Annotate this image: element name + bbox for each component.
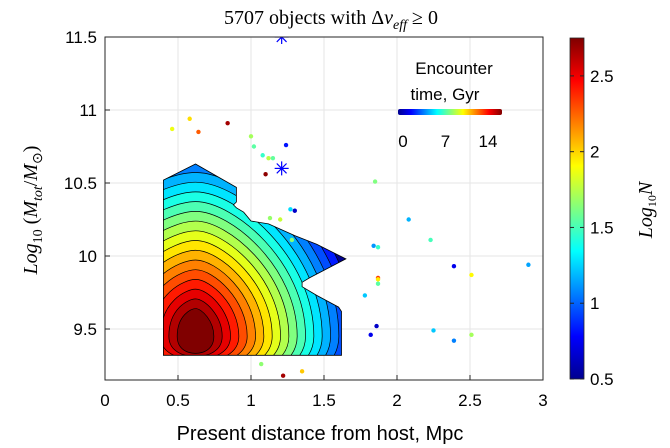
scatter-point <box>469 332 474 338</box>
scatter-point <box>469 272 474 278</box>
scatter-point <box>278 217 283 222</box>
y-tick-label: 10.5 <box>64 174 97 193</box>
x-tick-label: 0.5 <box>166 391 190 410</box>
colorbar-tick-label: 2 <box>590 143 599 162</box>
scatter-point <box>251 144 257 149</box>
scatter-point <box>372 179 378 184</box>
chart-title: 5707 objects with Δveff ≥ 0 <box>224 7 438 33</box>
y-tick-label: 9.5 <box>73 320 97 339</box>
scatter-point <box>267 215 273 221</box>
colorbar-tick-label: 1.5 <box>590 218 614 237</box>
contour-plot <box>163 163 347 356</box>
x-tick-label: 3 <box>538 391 547 410</box>
scatter-points <box>169 116 531 378</box>
scatter-point <box>431 328 436 333</box>
scatter-point <box>289 237 295 243</box>
contour-level <box>176 308 215 354</box>
y-tick-label: 11.5 <box>65 28 97 47</box>
scatter-point <box>260 153 265 158</box>
legend-title-line1: Encounter <box>415 59 493 78</box>
scatter-point <box>280 373 286 378</box>
star-markers <box>274 37 289 176</box>
scatter-point <box>187 116 192 121</box>
contour-outline <box>163 163 347 356</box>
star-marker <box>274 161 289 176</box>
scatter-point <box>225 120 230 126</box>
scatter-point <box>375 281 381 286</box>
scatter-point <box>292 208 297 213</box>
colorbar: 0.5 1 1.5 2 2.5 Log10N <box>569 37 659 389</box>
y-tick-label: 11 <box>79 101 97 120</box>
scatter-point <box>266 155 271 161</box>
scatter-point <box>196 129 201 135</box>
scatter-point <box>248 134 254 139</box>
x-tick-label: 2.5 <box>458 391 482 410</box>
scatter-point <box>169 126 175 132</box>
scatter-point <box>288 207 293 212</box>
legend-tick-label: 7 <box>441 132 450 151</box>
scatter-point <box>375 245 381 250</box>
legend-title-line2: time, Gyr <box>411 85 480 104</box>
scatter-point <box>428 237 433 243</box>
scatter-point <box>374 323 379 329</box>
y-tick-label: 10 <box>78 247 97 266</box>
scatter-point <box>371 243 376 248</box>
colorbar-tick-label: 1 <box>590 294 599 313</box>
x-axis: 0 0.5 1 1.5 2 2.5 3 <box>100 375 548 410</box>
scatter-point <box>299 369 305 374</box>
colorbar-tick-label: 2.5 <box>590 67 614 86</box>
x-tick-label: 2 <box>392 391 401 410</box>
legend-tick-label: 14 <box>479 132 498 151</box>
star-marker <box>274 37 289 44</box>
x-axis-label: Present distance from host, Mpc <box>177 423 464 445</box>
y-axis-label: Log10 (Mtot/M⊙) <box>20 146 46 276</box>
x-tick-label: 1 <box>246 391 255 410</box>
colorbar-tick-label: 0.5 <box>590 370 614 389</box>
legend-colorbar <box>398 109 502 115</box>
scatter-point <box>270 155 276 161</box>
scatter-point <box>259 361 264 367</box>
x-tick-label: 0 <box>100 391 109 410</box>
colorbar-gradient <box>569 37 585 380</box>
x-tick-label: 1.5 <box>312 391 336 410</box>
legend-tick-label: 0 <box>398 132 407 151</box>
encounter-time-legend: Encounter time, Gyr 0 7 14 <box>398 59 502 151</box>
scatter-point <box>526 262 531 267</box>
scatter-point <box>263 172 268 177</box>
scatter-point <box>406 217 411 222</box>
scatter-point <box>451 264 457 269</box>
scatter-point <box>375 277 381 282</box>
colorbar-label: Log10N <box>635 180 659 239</box>
scatter-point <box>368 332 373 338</box>
scatter-point <box>451 338 457 343</box>
y-axis: 9.5 10 10.5 11 11.5 <box>64 28 110 339</box>
scatter-point <box>283 142 289 148</box>
scatter-point <box>362 293 368 298</box>
